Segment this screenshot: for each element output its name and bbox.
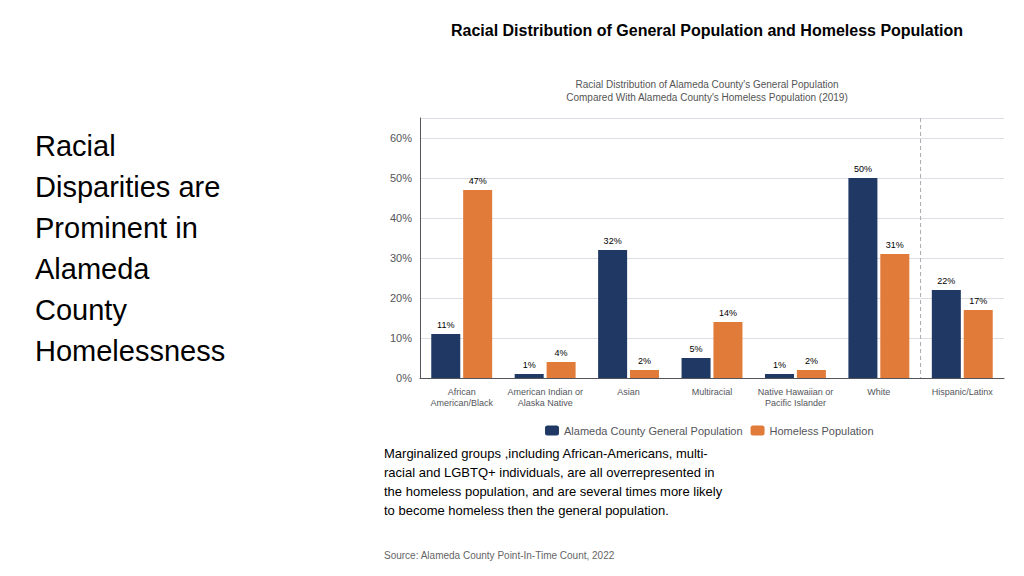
svg-text:47%: 47% [469, 176, 487, 186]
svg-text:22%: 22% [937, 276, 955, 286]
svg-text:Native Hawaiian or: Native Hawaiian or [758, 387, 834, 397]
svg-text:Racial Distribution of Alameda: Racial Distribution of Alameda County's … [575, 79, 838, 90]
svg-text:10%: 10% [390, 332, 412, 344]
svg-text:4%: 4% [555, 348, 568, 358]
svg-text:Racial Distribution of General: Racial Distribution of General Populatio… [451, 22, 963, 39]
svg-text:Multiracial: Multiracial [692, 387, 733, 397]
svg-text:17%: 17% [969, 296, 987, 306]
svg-text:0%: 0% [396, 372, 412, 384]
svg-text:50%: 50% [854, 164, 872, 174]
svg-text:Marginalized groups ,including: Marginalized groups ,including African-A… [384, 446, 708, 461]
svg-text:Asian: Asian [617, 387, 640, 397]
svg-text:2%: 2% [805, 356, 818, 366]
svg-text:the homeless population, and a: the homeless population, and are several… [384, 484, 723, 499]
svg-text:50%: 50% [390, 172, 412, 184]
svg-text:Alaska Native: Alaska Native [518, 398, 573, 408]
svg-text:Pacific Islander: Pacific Islander [765, 398, 826, 408]
svg-text:32%: 32% [604, 236, 622, 246]
svg-text:Prominent in: Prominent in [35, 212, 198, 244]
svg-text:Hispanic/Latinx: Hispanic/Latinx [932, 387, 994, 397]
svg-text:White: White [867, 387, 890, 397]
svg-text:1%: 1% [773, 360, 786, 370]
svg-text:Homeless Population: Homeless Population [770, 425, 874, 437]
svg-text:31%: 31% [886, 240, 904, 250]
svg-text:African: African [448, 387, 476, 397]
svg-text:racial and LGBTQ+ individuals,: racial and LGBTQ+ individuals, are all o… [384, 465, 715, 480]
svg-text:to become homeless then the ge: to become homeless then the general popu… [384, 503, 669, 518]
svg-text:2%: 2% [638, 356, 651, 366]
svg-text:Alameda County General Populat: Alameda County General Population [564, 425, 743, 437]
svg-text:20%: 20% [390, 292, 412, 304]
svg-text:Disparities are: Disparities are [35, 171, 220, 203]
svg-text:Racial: Racial [35, 130, 116, 162]
svg-text:14%: 14% [719, 308, 737, 318]
svg-text:American/Black: American/Black [430, 398, 493, 408]
svg-text:40%: 40% [390, 212, 412, 224]
svg-text:County: County [35, 294, 127, 326]
svg-text:Compared With Alameda County's: Compared With Alameda County's Homeless … [566, 92, 848, 103]
svg-text:30%: 30% [390, 252, 412, 264]
svg-text:Alameda: Alameda [35, 253, 150, 285]
svg-text:5%: 5% [690, 344, 703, 354]
svg-text:Homelessness: Homelessness [35, 335, 225, 367]
svg-text:60%: 60% [390, 132, 412, 144]
svg-text:Source: Alameda County Point-I: Source: Alameda County Point-In-Time Cou… [384, 550, 615, 561]
svg-text:11%: 11% [437, 320, 454, 330]
svg-text:American Indian or: American Indian or [507, 387, 583, 397]
svg-text:1%: 1% [523, 360, 536, 370]
